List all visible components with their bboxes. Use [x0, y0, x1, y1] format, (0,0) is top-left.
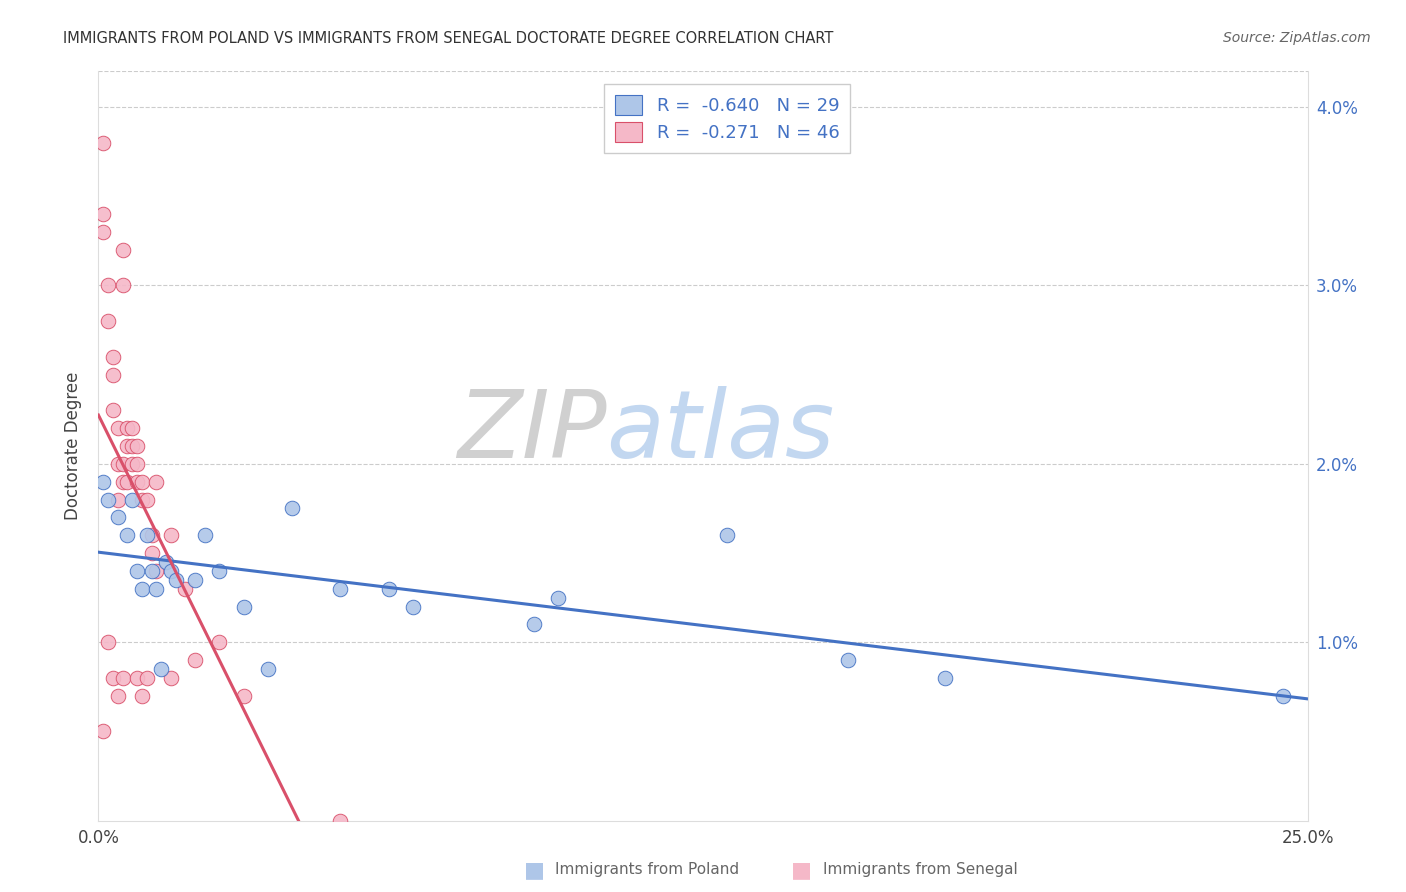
Point: [141, 564, 163, 578]
Point: [165, 573, 187, 587]
Point: [117, 439, 139, 453]
Point: [135, 528, 157, 542]
Point: [184, 653, 207, 667]
Point: [934, 671, 956, 685]
Point: [107, 421, 129, 435]
Point: [111, 671, 134, 685]
Text: Immigrants from Poland: Immigrants from Poland: [555, 863, 740, 877]
Point: [107, 510, 129, 524]
Point: [107, 492, 129, 507]
Text: ■: ■: [792, 860, 811, 880]
Point: [329, 814, 352, 828]
Point: [111, 475, 134, 489]
Point: [127, 475, 149, 489]
Point: [523, 617, 546, 632]
Point: [127, 671, 149, 685]
Point: [101, 403, 124, 417]
Point: [208, 564, 231, 578]
Point: [174, 582, 197, 596]
Point: [141, 546, 163, 560]
Point: [145, 475, 167, 489]
Point: [127, 564, 149, 578]
Point: [111, 243, 134, 257]
Point: [91, 136, 114, 150]
Point: [155, 555, 177, 569]
Point: [101, 671, 124, 685]
Point: [256, 662, 278, 676]
Point: [121, 439, 143, 453]
Point: [547, 591, 569, 605]
Point: [101, 350, 124, 364]
Y-axis label: Doctorate Degree: Doctorate Degree: [65, 372, 83, 520]
Point: [97, 278, 120, 293]
Point: [127, 439, 149, 453]
Point: [91, 724, 114, 739]
Point: [91, 207, 114, 221]
Point: [117, 528, 139, 542]
Point: [97, 492, 120, 507]
Legend: R =  -0.640   N = 29, R =  -0.271   N = 46: R = -0.640 N = 29, R = -0.271 N = 46: [605, 84, 851, 153]
Point: [1272, 689, 1295, 703]
Point: [145, 582, 167, 596]
Point: [716, 528, 738, 542]
Point: [121, 492, 143, 507]
Point: [377, 582, 399, 596]
Text: ■: ■: [524, 860, 544, 880]
Point: [107, 689, 129, 703]
Point: [111, 278, 134, 293]
Point: [160, 671, 183, 685]
Point: [208, 635, 231, 649]
Point: [131, 582, 153, 596]
Point: [117, 475, 139, 489]
Point: [121, 421, 143, 435]
Point: [91, 225, 114, 239]
Point: [150, 662, 173, 676]
Point: [131, 689, 153, 703]
Point: [127, 457, 149, 471]
Text: Source: ZipAtlas.com: Source: ZipAtlas.com: [1223, 31, 1371, 45]
Point: [160, 528, 183, 542]
Point: [194, 528, 217, 542]
Point: [107, 457, 129, 471]
Point: [97, 635, 120, 649]
Point: [131, 492, 153, 507]
Point: [232, 689, 254, 703]
Point: [101, 368, 124, 382]
Point: [281, 501, 304, 516]
Point: [121, 457, 143, 471]
Text: IMMIGRANTS FROM POLAND VS IMMIGRANTS FROM SENEGAL DOCTORATE DEGREE CORRELATION C: IMMIGRANTS FROM POLAND VS IMMIGRANTS FRO…: [63, 31, 834, 46]
Point: [91, 475, 114, 489]
Point: [402, 599, 425, 614]
Point: [111, 457, 134, 471]
Point: [232, 599, 254, 614]
Point: [135, 671, 157, 685]
Point: [131, 475, 153, 489]
Point: [117, 421, 139, 435]
Text: Immigrants from Senegal: Immigrants from Senegal: [823, 863, 1018, 877]
Text: atlas: atlas: [606, 385, 835, 476]
Point: [135, 492, 157, 507]
Point: [184, 573, 207, 587]
Text: ZIP: ZIP: [457, 385, 606, 476]
Point: [145, 564, 167, 578]
Point: [160, 564, 183, 578]
Point: [837, 653, 859, 667]
Point: [141, 528, 163, 542]
Point: [97, 314, 120, 328]
Point: [329, 582, 352, 596]
